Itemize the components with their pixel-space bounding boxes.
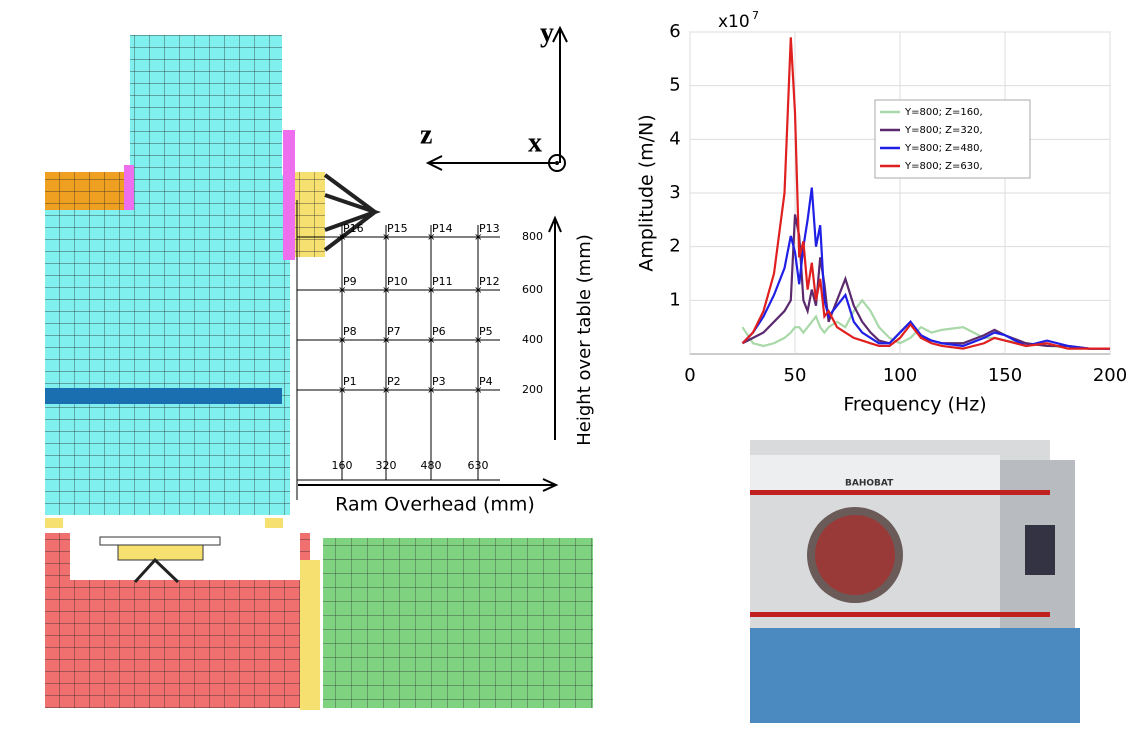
coordinate-axes: y z x: [420, 17, 568, 172]
marker: ×: [427, 385, 435, 396]
legend-label: Y=800; Z=630,: [904, 161, 983, 172]
legend-label: Y=800; Z=480,: [904, 143, 983, 154]
y-tick-label: 3: [669, 182, 680, 203]
point-label: P2: [387, 375, 401, 388]
marker: ×: [427, 335, 435, 346]
axis-label: y: [540, 17, 554, 48]
point-label: P11: [432, 275, 453, 288]
legend-box: [874, 99, 1031, 179]
point-label: P4: [479, 375, 493, 388]
marker: ×: [474, 285, 482, 296]
marker: ×: [382, 232, 390, 243]
legend-label: Y=800; Z=160,: [904, 107, 983, 118]
measurement-grid: Height over table (mm) Ram Overhead (mm)…: [296, 200, 595, 516]
tick-label: 320: [376, 459, 397, 472]
point-label: P13: [479, 222, 500, 235]
y-axis-title: Amplitude (m/N): [636, 114, 658, 271]
legend-label: Y=800; Z=320,: [904, 125, 983, 136]
point-label: P3: [432, 375, 446, 388]
y-tick-label: 5: [669, 75, 680, 96]
point-label: P12: [479, 275, 500, 288]
axis-label: x: [528, 127, 542, 158]
point-label: P5: [479, 325, 493, 338]
y-tick-label: 4: [669, 128, 680, 149]
y-tick-label: 6: [669, 21, 680, 42]
tick-label: 480: [421, 459, 442, 472]
marker: ×: [427, 232, 435, 243]
point-label: P10: [387, 275, 408, 288]
x-tick-label: 150: [988, 365, 1022, 386]
x-tick-label: 200: [1093, 365, 1127, 386]
series-line: [741, 214, 1110, 350]
marker: ×: [474, 385, 482, 396]
tick-label: 160: [332, 459, 353, 472]
point-label: P8: [343, 325, 357, 338]
multiplier-exponent: 7: [752, 9, 759, 22]
marker: ×: [474, 232, 482, 243]
marker: ×: [427, 285, 435, 296]
x-tick-label: 0: [684, 365, 695, 386]
tick-label: 200: [522, 383, 543, 396]
point-label: P16: [343, 222, 364, 235]
axis-label: z: [420, 119, 432, 150]
point-label: P9: [343, 275, 357, 288]
tick-label: 400: [522, 333, 543, 346]
tick-label: 600: [522, 283, 543, 296]
series-line: [741, 37, 1110, 350]
point-label: P7: [387, 325, 401, 338]
series-line: [741, 187, 1110, 350]
marker: ×: [338, 285, 346, 296]
point-label: P1: [343, 375, 357, 388]
fe-mesh: [45, 35, 593, 710]
marker: ×: [382, 335, 390, 346]
marker: ×: [338, 335, 346, 346]
marker: ×: [474, 335, 482, 346]
tick-label: 630: [468, 459, 489, 472]
marker: ×: [338, 232, 346, 243]
point-label: P15: [387, 222, 408, 235]
marker: ×: [382, 385, 390, 396]
x-tick-label: 50: [784, 365, 807, 386]
x-tick-label: 100: [883, 365, 917, 386]
point-label: P6: [432, 325, 446, 338]
axis-title: Ram Overhead (mm): [335, 494, 535, 516]
machine-photo: BAHOBAT: [750, 440, 1080, 723]
x-axis-title: Frequency (Hz): [843, 394, 986, 416]
y-tick-label: 1: [669, 289, 680, 310]
axis-title: Height over table (mm): [574, 234, 595, 446]
point-label: P14: [432, 222, 453, 235]
chart: x10 7 Amplitude (m/N) Frequency (Hz) 0 50…: [636, 9, 1128, 416]
marker: ×: [338, 385, 346, 396]
y-tick-label: 2: [669, 236, 680, 257]
marker: ×: [382, 285, 390, 296]
multiplier: x10: [718, 12, 750, 32]
brand-label: BAHOBAT: [845, 479, 894, 489]
tick-label: 800: [522, 230, 543, 243]
